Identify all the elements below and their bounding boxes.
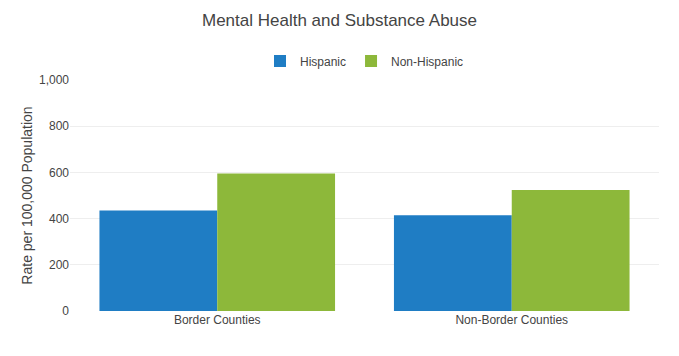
svg-text:1,000: 1,000: [39, 73, 69, 87]
svg-text:Rate per 100,000 Population: Rate per 100,000 Population: [19, 106, 35, 284]
svg-text:Non-Border Counties: Non-Border Counties: [455, 313, 568, 327]
svg-text:0: 0: [62, 304, 69, 318]
svg-text:400: 400: [49, 212, 69, 226]
svg-text:Non-Hispanic: Non-Hispanic: [391, 55, 463, 69]
svg-text:200: 200: [49, 258, 69, 272]
svg-text:600: 600: [49, 166, 69, 180]
svg-text:Hispanic: Hispanic: [300, 55, 346, 69]
svg-text:Mental Health and Substance Ab: Mental Health and Substance Abuse: [202, 11, 477, 30]
svg-text:800: 800: [49, 119, 69, 133]
svg-text:Border Counties: Border Counties: [174, 313, 261, 327]
